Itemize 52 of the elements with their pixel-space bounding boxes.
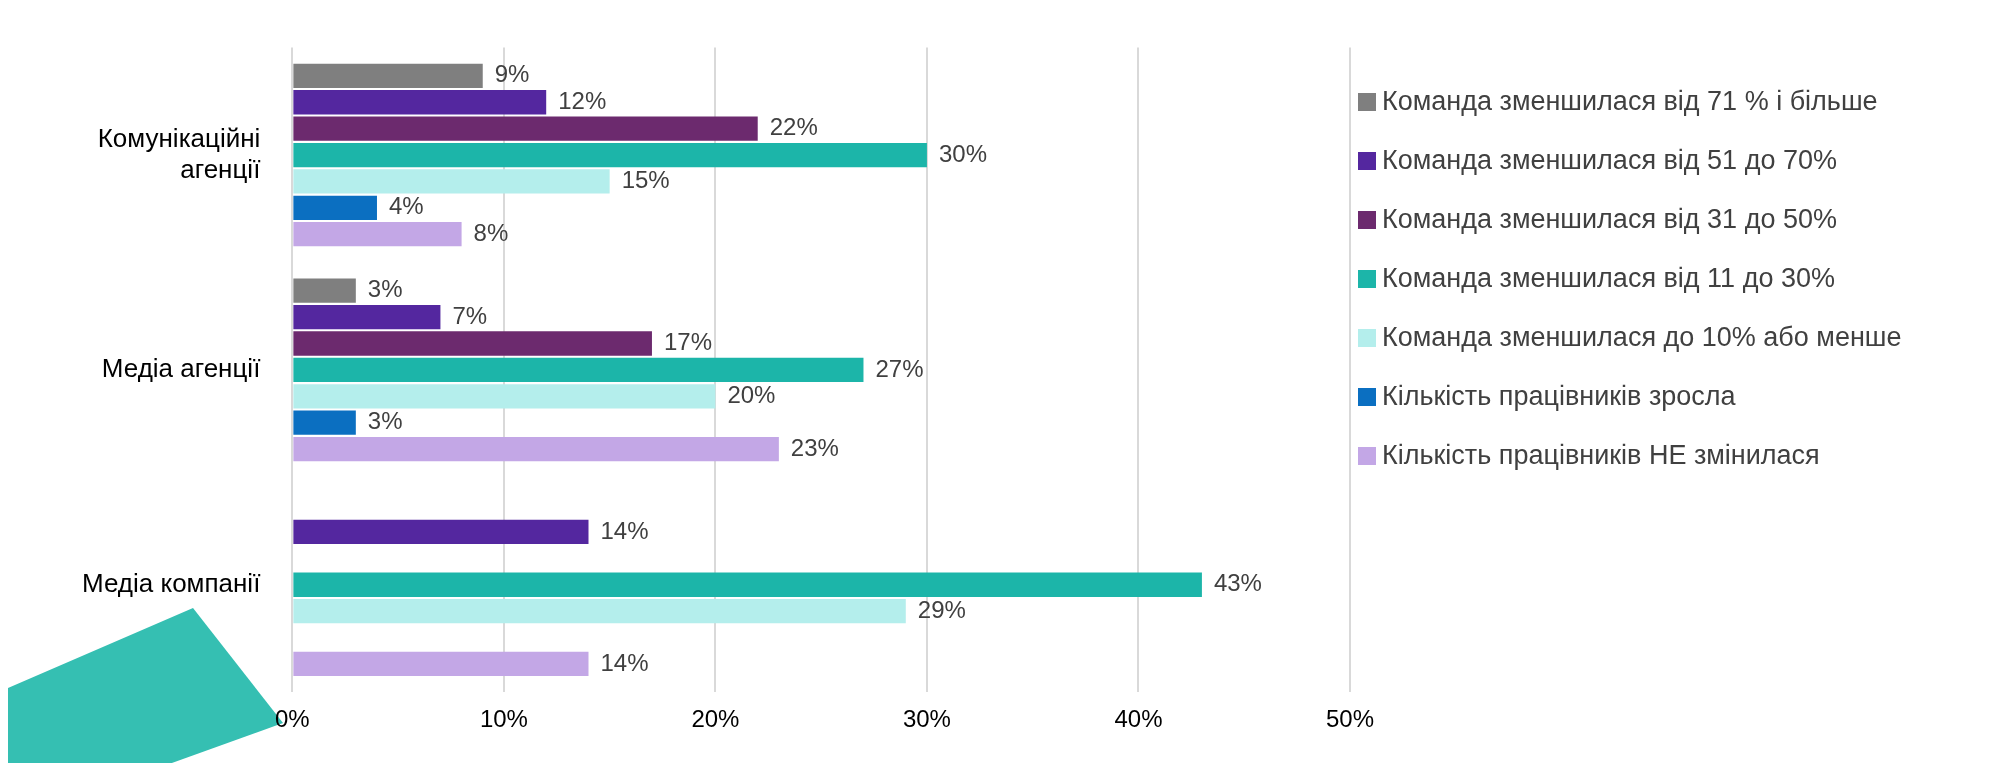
bar (293, 304, 441, 330)
x-tick-label: 0% (275, 705, 310, 733)
data-label: 43% (1213, 569, 1262, 597)
data-label: 15% (621, 166, 670, 194)
data-label: 3% (367, 275, 403, 303)
bar (293, 572, 1202, 597)
legend-label: Кількість працівників НЕ змінилася (1382, 440, 1820, 471)
legend-label: Кількість працівників зросла (1382, 381, 1736, 412)
x-tick-label: 40% (1114, 705, 1163, 733)
bar (293, 599, 906, 624)
x-tick-label: 50% (1325, 705, 1375, 733)
bar (293, 410, 356, 435)
bar (293, 384, 716, 409)
y-tick-label: Медіа агенції (101, 353, 261, 384)
bar (293, 222, 462, 247)
bar (293, 331, 652, 356)
data-label: 4% (388, 192, 424, 220)
legend-label: Команда зменшилася від 51 до 70% (1382, 145, 1837, 176)
data-label: 14% (600, 648, 649, 676)
data-label: 8% (473, 218, 509, 246)
bar (293, 142, 927, 168)
x-tick-label: 20% (691, 705, 740, 733)
x-tick-label: 10% (479, 705, 528, 733)
bar (293, 169, 610, 194)
bar (293, 436, 779, 462)
data-label: 20% (727, 380, 776, 408)
legend-label: Команда зменшилася від 31 до 50% (1382, 204, 1837, 235)
data-label: 14% (600, 516, 649, 544)
bar (293, 357, 864, 383)
legend-label: Команда зменшилася від 71 % і більше (1382, 86, 1878, 117)
bar (293, 116, 758, 141)
bar (293, 90, 547, 115)
data-label: 9% (494, 60, 530, 88)
data-label: 3% (367, 407, 403, 435)
legend-label: Команда зменшилася до 10% або менше (1382, 322, 1902, 353)
x-tick-label: 30% (902, 705, 951, 733)
data-label: 17% (663, 328, 712, 356)
data-label: 22% (769, 113, 818, 141)
bar (293, 278, 356, 303)
data-label: 30% (938, 139, 987, 167)
bar (293, 651, 589, 677)
y-tick-label: Медіа компанії (81, 567, 261, 598)
data-label: 7% (452, 301, 488, 329)
data-label: 23% (790, 433, 839, 461)
data-label: 12% (558, 86, 607, 114)
data-label: 27% (875, 354, 924, 382)
bar (293, 195, 377, 220)
legend-label: Команда зменшилася від 11 до 30% (1382, 263, 1835, 294)
bar (293, 63, 483, 88)
y-tick-label: Комунікаційні агенції (97, 122, 261, 184)
data-label: 29% (917, 595, 966, 623)
bar (293, 519, 589, 545)
